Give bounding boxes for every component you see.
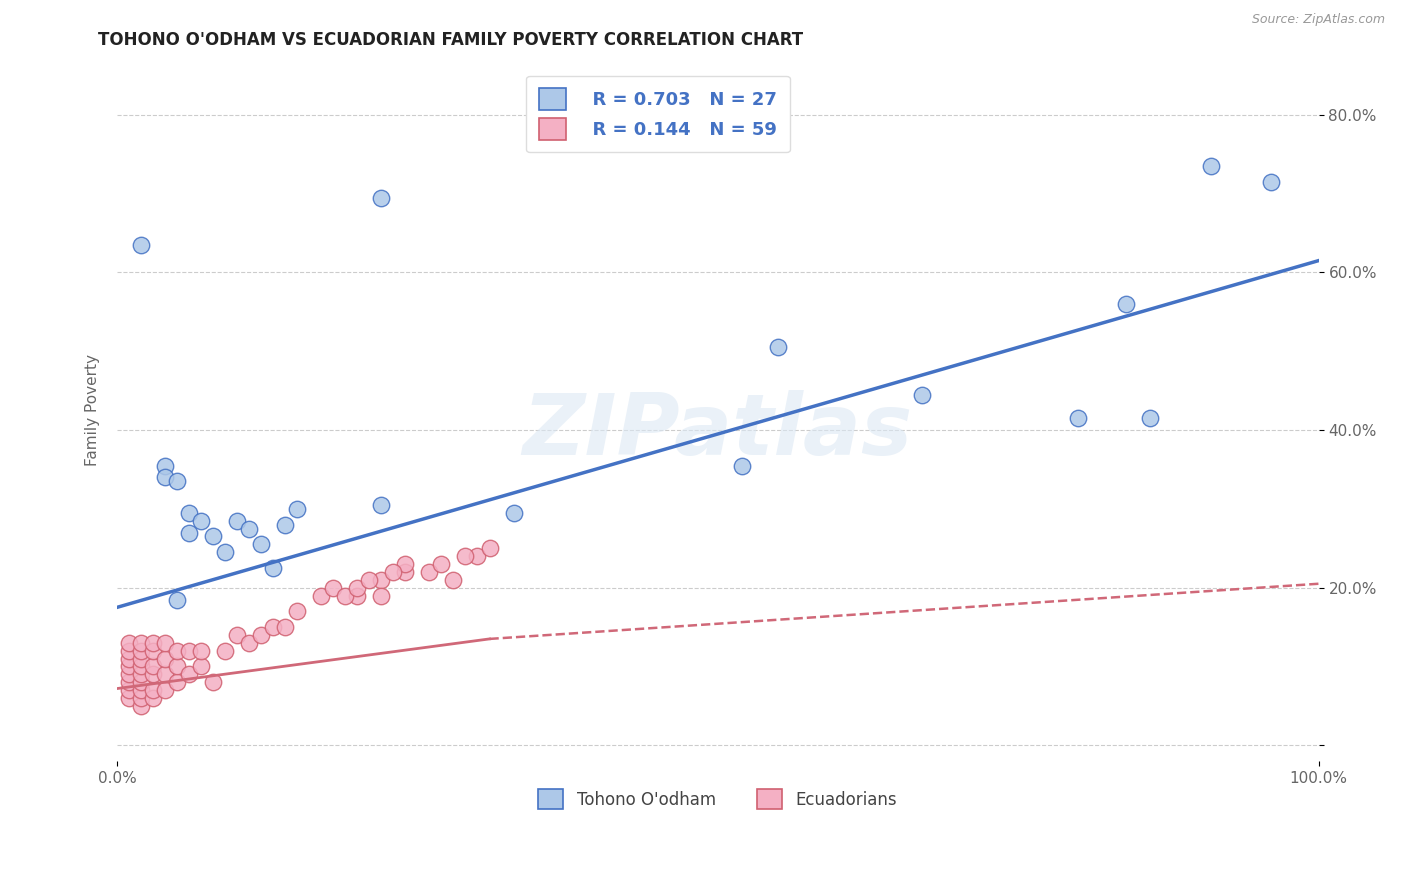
Point [226, 628, 249, 642]
Point [142, 636, 165, 650]
Point [370, 589, 392, 603]
Point [382, 565, 405, 579]
Point [177, 525, 200, 540]
Y-axis label: Family Poverty: Family Poverty [86, 354, 100, 467]
Point [766, 340, 789, 354]
Point [129, 683, 152, 698]
Point [370, 498, 392, 512]
Point [118, 683, 141, 698]
Point [129, 698, 152, 713]
Point [370, 573, 392, 587]
Point [262, 561, 284, 575]
Point [454, 549, 477, 563]
Point [118, 691, 141, 706]
Point [118, 636, 141, 650]
Point [1260, 175, 1282, 189]
Text: TOHONO O'ODHAM VS ECUADORIAN FAMILY POVERTY CORRELATION CHART: TOHONO O'ODHAM VS ECUADORIAN FAMILY POVE… [98, 31, 804, 49]
Point [394, 557, 416, 571]
Point [467, 549, 489, 563]
Point [370, 190, 392, 204]
Point [335, 589, 357, 603]
Point [274, 620, 297, 634]
Point [346, 581, 368, 595]
Point [238, 636, 260, 650]
Point [502, 506, 524, 520]
Point [238, 522, 260, 536]
Point [190, 659, 212, 673]
Point [129, 636, 152, 650]
Point [142, 667, 165, 681]
Point [1199, 159, 1222, 173]
Point [142, 644, 165, 658]
Point [202, 675, 225, 690]
Point [166, 659, 188, 673]
Point [1115, 297, 1137, 311]
Point [118, 675, 141, 690]
Point [166, 644, 188, 658]
Point [394, 565, 416, 579]
Point [129, 691, 152, 706]
Point [166, 475, 188, 489]
Point [322, 581, 344, 595]
Point [166, 675, 188, 690]
Point [190, 644, 212, 658]
Point [129, 675, 152, 690]
Point [1139, 411, 1161, 425]
Point [177, 506, 200, 520]
Point [177, 667, 200, 681]
Point [129, 659, 152, 673]
Point [142, 659, 165, 673]
Point [118, 644, 141, 658]
Point [142, 683, 165, 698]
Point [129, 237, 152, 252]
Point [346, 589, 368, 603]
Point [309, 589, 332, 603]
Point [118, 659, 141, 673]
Legend: Tohono O'odham, Ecuadorians: Tohono O'odham, Ecuadorians [531, 782, 904, 816]
Point [250, 628, 273, 642]
Point [153, 458, 176, 473]
Point [190, 514, 212, 528]
Point [443, 573, 465, 587]
Point [1067, 411, 1090, 425]
Point [285, 604, 308, 618]
Point [274, 517, 297, 532]
Point [418, 565, 440, 579]
Point [129, 644, 152, 658]
Point [262, 620, 284, 634]
Point [430, 557, 453, 571]
Point [129, 667, 152, 681]
Point [226, 514, 249, 528]
Point [478, 541, 501, 556]
Point [359, 573, 381, 587]
Point [177, 644, 200, 658]
Point [153, 683, 176, 698]
Point [166, 592, 188, 607]
Point [118, 651, 141, 665]
Text: ZIPatlas: ZIPatlas [523, 390, 912, 473]
Point [153, 667, 176, 681]
Point [214, 545, 236, 559]
Point [142, 691, 165, 706]
Point [153, 636, 176, 650]
Point [129, 651, 152, 665]
Point [153, 470, 176, 484]
Text: Source: ZipAtlas.com: Source: ZipAtlas.com [1251, 13, 1385, 27]
Point [250, 537, 273, 551]
Point [285, 501, 308, 516]
Point [911, 387, 934, 401]
Point [214, 644, 236, 658]
Point [153, 651, 176, 665]
Point [202, 529, 225, 543]
Point [118, 667, 141, 681]
Point [731, 458, 754, 473]
